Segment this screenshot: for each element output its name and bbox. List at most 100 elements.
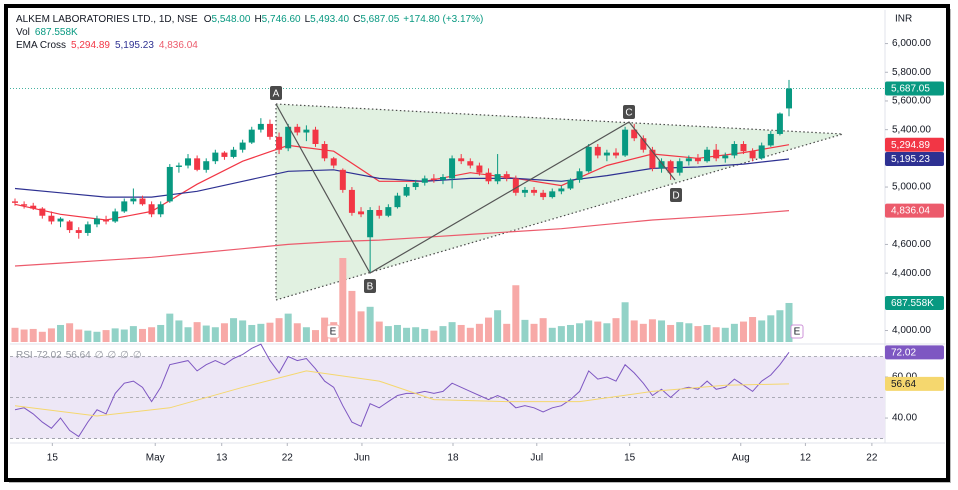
candle-body [421,178,428,183]
rsi-extra: ∅ [133,350,142,361]
ohlc-value: 5,493.40 [310,14,349,25]
volume-bar [66,323,74,342]
volume-bar [138,328,146,342]
y-tick-label: 4,600.00 [892,239,931,250]
x-tick-label: 13 [216,453,228,464]
candle-body [467,161,474,166]
volume-bar [184,327,192,342]
candle-body [403,187,410,196]
candle-body [449,158,456,179]
candle-body [39,208,46,216]
candle-body [622,129,629,156]
price-badge-label: 5,687.05 [891,84,930,95]
candle-body [439,177,446,180]
rsi-legend: RSI 72.02 56.64 ∅ ∅ ∅ ∅ [16,350,142,361]
volume-bar [667,324,675,342]
candle-body [30,205,37,209]
point-label: D [672,191,679,202]
candle-body [631,129,638,139]
volume-bar [339,258,347,342]
volume-bar [485,317,493,342]
volume-bar [257,323,265,342]
x-tick-label: 18 [447,453,459,464]
candle-body [12,201,18,203]
price-badge-label: 4,836.04 [891,206,930,217]
candle-body [767,133,774,146]
volume-bar [129,326,137,342]
volume-bar [38,331,46,342]
volume-bar [20,329,28,342]
volume-bar [311,330,319,342]
rsi-band [10,356,885,439]
volume-bar [29,328,37,342]
volume-bar [239,320,247,342]
candle-body [758,145,765,159]
event-label: E [330,327,337,338]
candle-body [248,129,255,143]
candle-body [485,172,492,182]
volume-bar [375,321,383,342]
volume-bar [75,329,83,342]
price-badge [885,137,944,152]
point-label-box [670,188,682,202]
volume-bar [393,324,401,342]
volume-bar [603,323,611,342]
candle-body [503,174,510,179]
rsi-ma-value: 56.64 [66,350,91,361]
volume-bar [557,326,565,342]
point-label: A [273,89,280,100]
candle-body [230,149,237,157]
candle-body [786,88,793,109]
candle-body [531,189,538,193]
price-badge-label: 5,195.23 [891,154,930,165]
point-label-box [623,105,635,119]
y-tick-label: 5,400.00 [892,124,931,135]
volume-bar [658,320,666,342]
volume-bar [503,323,511,342]
volume-bar [412,327,420,342]
candle-body [103,220,110,222]
volume-bar [430,330,438,342]
triangle-edge [275,133,844,301]
candle-body [713,149,720,159]
candle-body [257,123,264,130]
volume-bar [767,315,775,342]
rsi-value: 72.02 [37,350,62,361]
volume-bar [694,326,702,342]
candle-body [175,165,182,167]
price-badge [885,376,944,391]
volume-bar [175,320,183,342]
volume-bar [448,322,456,342]
price-badge [885,81,944,96]
candle-body [348,189,355,213]
volume-bar [348,290,356,342]
volume-bar [366,306,374,342]
candle-body [303,129,310,133]
candle-body [358,211,365,215]
triangle-pattern [276,104,843,300]
rsi-ma-line [14,370,790,417]
candle-body [603,152,610,156]
volume-bar [749,317,757,342]
price-badge-label: 56.64 [891,379,916,390]
volume-bar [93,331,101,342]
candle-body [676,161,683,173]
ema-label: EMA Cross [16,40,66,51]
ema-legend: EMA Cross 5,294.89 5,195.23 4,836.04 [16,40,198,51]
candle-body [594,146,601,156]
candle-body [294,126,301,133]
volume-bar [594,321,602,342]
ohlc-value: 5,687.05 [360,14,399,25]
x-tick-label: 22 [866,453,878,464]
y-tick-label: 5,800.00 [892,67,931,78]
y-tick-label: 6,000.00 [892,38,931,49]
candle-body [148,204,155,215]
event-label: E [794,327,801,338]
candle-body [567,179,574,189]
volume-bar [521,319,529,342]
candle-body [731,144,738,156]
candle-body [93,218,100,225]
volume-bar [530,323,538,342]
ema-value: 5,195.23 [115,40,154,51]
